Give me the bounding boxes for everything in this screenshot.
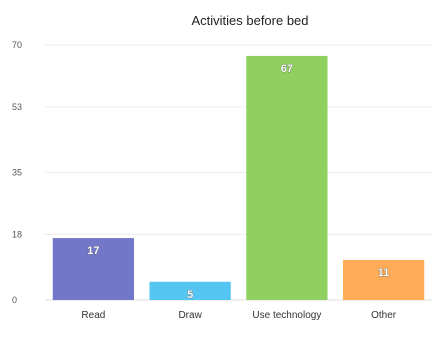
y-tick-label: 35 (12, 168, 22, 178)
chart-title: Activities before bed (191, 13, 308, 28)
y-tick-label: 70 (12, 40, 22, 50)
bar-other (342, 259, 425, 300)
bar-value-label: 11 (378, 267, 390, 279)
y-tick-label: 18 (12, 229, 22, 239)
bar-draw (149, 281, 231, 300)
x-tick-label: Draw (178, 310, 202, 321)
data-labels: 17 5 67 11 (87, 63, 390, 301)
bar-value-label: 67 (281, 63, 293, 75)
bar-use-technology (246, 55, 328, 300)
bar-value-label: 17 (87, 245, 99, 257)
x-tick-label: Read (81, 310, 105, 321)
bar-read (52, 238, 135, 300)
y-tick-label: 0 (12, 295, 17, 305)
x-tick-label: Use technology (252, 310, 321, 321)
axes: 0 18 35 53 70 Read Draw Use technology Other (12, 40, 397, 321)
bar-value-label: 5 (187, 289, 193, 301)
y-tick-label: 53 (12, 102, 22, 112)
bars (52, 55, 425, 300)
x-tick-label: Other (371, 310, 397, 321)
